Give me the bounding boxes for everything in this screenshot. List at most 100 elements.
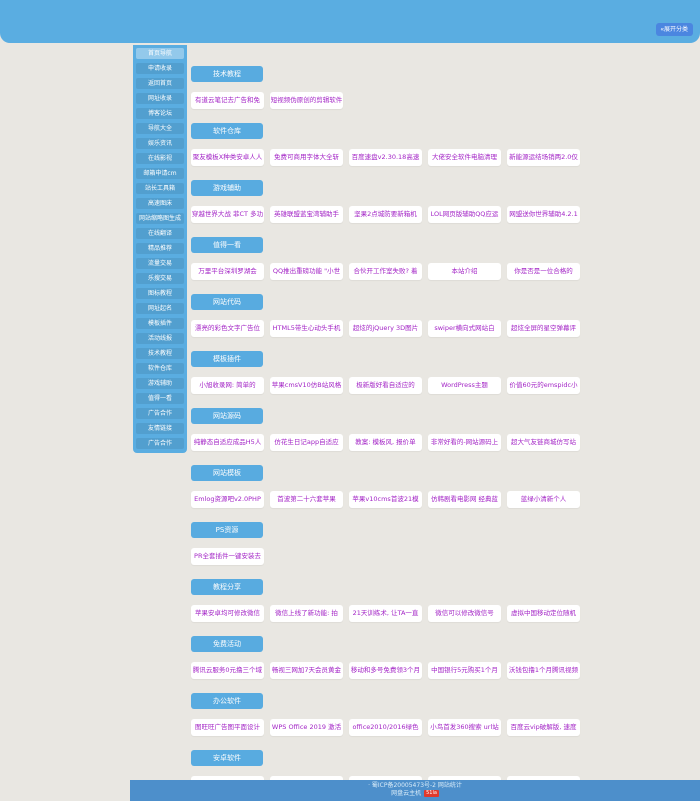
top-header-bar: «展开分类 xyxy=(0,0,700,43)
article-link-card[interactable]: 小鸟首发360搜索 url站 xyxy=(428,719,501,736)
article-link-card[interactable]: PR全套插件一键安装去 xyxy=(191,548,264,565)
article-link-card[interactable]: 超炫全屏的星空弹幕评 xyxy=(507,320,580,337)
article-link-card[interactable]: 极新版好看自适应的 xyxy=(349,377,422,394)
article-link-card[interactable]: 苹果cmsV10仿B站风格 xyxy=(270,377,343,394)
sidebar-item[interactable]: 技术教程 xyxy=(136,348,184,359)
section-title-button[interactable]: PS资源 xyxy=(191,522,263,538)
sidebar-item[interactable]: 活动线报 xyxy=(136,333,184,344)
sidebar-item[interactable]: 邮箱申请cm xyxy=(136,168,184,179)
article-link-card[interactable]: Emlog资源吧v2.0PHP xyxy=(191,491,264,508)
sidebar-item[interactable]: 申请收录 xyxy=(136,63,184,74)
article-link-card[interactable]: 超大气友链商城仿写站 xyxy=(507,434,580,451)
article-link-card[interactable]: 合伙开工作室失败? 着 xyxy=(349,263,422,280)
sidebar-item[interactable]: 流量交易 xyxy=(136,258,184,269)
section-title-button[interactable]: 网站代码 xyxy=(191,294,263,310)
article-link-card[interactable]: 本站介绍 xyxy=(428,263,501,280)
article-link-card[interactable]: 仿韩剧看电影网 经典蓝 xyxy=(428,491,501,508)
section-title-button[interactable]: 值得一看 xyxy=(191,237,263,253)
sidebar-item[interactable]: 图标教程 xyxy=(136,288,184,299)
article-link-card[interactable]: 英雄联盟蓝宝湾辅助手 xyxy=(270,206,343,223)
article-link-card[interactable]: 免费可商用字体大全斩 xyxy=(270,149,343,166)
sidebar-item[interactable]: 首页导航 xyxy=(136,48,184,59)
sidebar-item[interactable]: 在线翻译 xyxy=(136,228,184,239)
sidebar-item[interactable]: 娱乐资讯 xyxy=(136,138,184,149)
section-title-button[interactable]: 安卓软件 xyxy=(191,750,263,766)
section-title-button[interactable]: 办公软件 xyxy=(191,693,263,709)
sidebar-item[interactable]: 返回首页 xyxy=(136,78,184,89)
sidebar-item[interactable]: 模板插件 xyxy=(136,318,184,329)
article-link-card[interactable]: 蓝绿小清新个人 xyxy=(507,491,580,508)
article-link-card[interactable]: LOL网页版辅助QQ应运 xyxy=(428,206,501,223)
sidebar-item[interactable]: 博客论坛 xyxy=(136,108,184,119)
expand-sidebar-button[interactable]: «展开分类 xyxy=(655,23,693,36)
section-title-button[interactable]: 免费活动 xyxy=(191,636,263,652)
sidebar-item[interactable]: 网站缩略图生成 xyxy=(136,213,184,224)
article-link-card[interactable]: 苹果安卓均可修改微信 xyxy=(191,605,264,622)
article-link-card[interactable]: 短视频伪原创的剪辑软件 xyxy=(270,92,343,109)
sidebar-item[interactable]: 值得一看 xyxy=(136,393,184,404)
section-title-button[interactable]: 模板插件 xyxy=(191,351,263,367)
article-link-card[interactable]: 穿越世界大战 菲CT 多功 xyxy=(191,206,264,223)
article-link-card[interactable]: 坚果2点城防要新箱机 xyxy=(349,206,422,223)
article-link-card[interactable]: 仿花生日记app自适应 xyxy=(270,434,343,451)
article-link-card[interactable]: 首波第二十六套苹果 xyxy=(270,491,343,508)
sidebar-item[interactable]: 软件仓库 xyxy=(136,363,184,374)
article-link-card[interactable]: swiper横向式网站白 xyxy=(428,320,501,337)
article-link-card[interactable]: 畅视三网加7天会员黄金 xyxy=(270,662,343,679)
article-link-card[interactable]: HTML5带生心动头手机 xyxy=(270,320,343,337)
article-link-card[interactable]: 教案: 模板风, 报价单 xyxy=(349,434,422,451)
article-link-card[interactable]: 漂亮的彩色文字广告位 xyxy=(191,320,264,337)
article-link-card[interactable]: 万里平台深圳罗湖会 xyxy=(191,263,264,280)
stats-badge[interactable]: 51la xyxy=(424,790,439,797)
sidebar-item[interactable]: 网址收录 xyxy=(136,93,184,104)
sidebar-item[interactable]: 广告合作 xyxy=(136,408,184,419)
sidebar-item[interactable]: 网址起名 xyxy=(136,303,184,314)
sidebar-item[interactable]: 广告合作 xyxy=(136,438,184,449)
article-link-card[interactable]: 超炫的jQuery 3D图片 xyxy=(349,320,422,337)
card-row: 漂亮的彩色文字广告位 HTML5带生心动头手机 超炫的jQuery 3D图片 swip… xyxy=(191,320,586,337)
article-link-card[interactable]: QQ推出重磅功能 "小世 xyxy=(270,263,343,280)
sidebar-item[interactable]: 友情链接 xyxy=(136,423,184,434)
sidebar-item[interactable]: 高速图床 xyxy=(136,198,184,209)
sidebar-item[interactable]: 在线影视 xyxy=(136,153,184,164)
article-link-card[interactable]: 百度速盘v2.30.18高速 xyxy=(349,149,422,166)
sidebar-item[interactable]: 游戏辅助 xyxy=(136,378,184,389)
article-link-card[interactable]: 中国银行5元购买1个月 xyxy=(428,662,501,679)
article-link-card[interactable]: 有道云笔记去广告和免 xyxy=(191,92,264,109)
article-link-card[interactable]: 大佬安全软件电脑清理 xyxy=(428,149,501,166)
article-link-card[interactable]: 价值60元的emspidc小 xyxy=(507,377,580,394)
article-link-card[interactable]: 21天训练术, 让TA一直 xyxy=(349,605,422,622)
article-link-card[interactable]: 小旭收录网: 简单的 xyxy=(191,377,264,394)
section-title-button[interactable]: 教程分享 xyxy=(191,579,263,595)
section-title-button[interactable]: 游戏辅助 xyxy=(191,180,263,196)
article-link-card[interactable]: 苹果v10cms首波21模 xyxy=(349,491,422,508)
section-title-button[interactable]: 技术教程 xyxy=(191,66,263,82)
article-link-card[interactable]: 虚拟中国移动定位随机 xyxy=(507,605,580,622)
category-section: 模板插件小旭收录网: 简单的 苹果cmsV10仿B站风格 极新版好看自适应的 Word… xyxy=(191,351,586,394)
section-title-button[interactable]: 网站模板 xyxy=(191,465,263,481)
article-link-card[interactable]: 聚友模板X种类安卓人人 xyxy=(191,149,264,166)
sidebar-item[interactable]: 精品推荐 xyxy=(136,243,184,254)
article-link-card[interactable]: 纯静态自适应成品H5人 xyxy=(191,434,264,451)
article-link-card[interactable]: 微信上线了新功能: 拍 xyxy=(270,605,343,622)
category-section: 游戏辅助穿越世界大战 菲CT 多功 英雄联盟蓝宝湾辅助手 坚果2点城防要新箱机 LOL… xyxy=(191,180,586,223)
section-title-button[interactable]: 软件仓库 xyxy=(191,123,263,139)
sidebar-item[interactable]: 乐搜交易 xyxy=(136,273,184,284)
section-title-button[interactable]: 网站源码 xyxy=(191,408,263,424)
article-link-card[interactable]: WordPress主题 xyxy=(428,377,501,394)
article-link-card[interactable]: 沃钱包撸1个月腾讯视频 xyxy=(507,662,580,679)
sidebar-item[interactable]: 站长工具箱 xyxy=(136,183,184,194)
article-link-card[interactable]: 腾讯云服务0元撸三个域 xyxy=(191,662,264,679)
article-link-card[interactable]: 非常好看的-网站源码上 xyxy=(428,434,501,451)
article-link-card[interactable]: 新能源运结场销两2.0仅 xyxy=(507,149,580,166)
article-link-card[interactable]: WPS Office 2019 激活 xyxy=(270,719,343,736)
article-link-card[interactable]: 你是否是一位合格的 xyxy=(507,263,580,280)
sidebar-item[interactable]: 导航大全 xyxy=(136,123,184,134)
article-link-card[interactable]: 图旺旺广告图平面设计 xyxy=(191,719,264,736)
card-row: 苹果安卓均可修改微信 微信上线了新功能: 拍 21天训练术, 让TA一直 微信可以修改… xyxy=(191,605,586,622)
article-link-card[interactable]: office2010/2016绿色 xyxy=(349,719,422,736)
article-link-card[interactable]: 移动和多号免费领3个月 xyxy=(349,662,422,679)
article-link-card[interactable]: 百度云vip破解版, 速度 xyxy=(507,719,580,736)
article-link-card[interactable]: 微信可以修改微信号 xyxy=(428,605,501,622)
article-link-card[interactable]: 网盟送你世界辅助4.2.1 xyxy=(507,206,580,223)
